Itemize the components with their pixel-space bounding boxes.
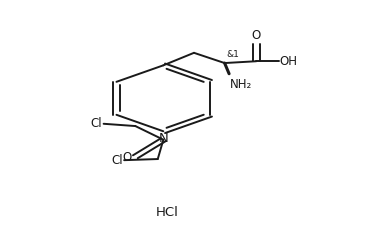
Text: NH₂: NH₂ — [230, 78, 252, 91]
Text: O: O — [122, 151, 132, 164]
Text: O: O — [252, 29, 261, 42]
Text: N: N — [158, 132, 168, 145]
Text: &1: &1 — [227, 50, 240, 59]
Text: HCl: HCl — [156, 206, 179, 219]
Text: Cl: Cl — [111, 154, 123, 167]
Text: Cl: Cl — [91, 117, 102, 130]
Text: OH: OH — [280, 55, 298, 68]
